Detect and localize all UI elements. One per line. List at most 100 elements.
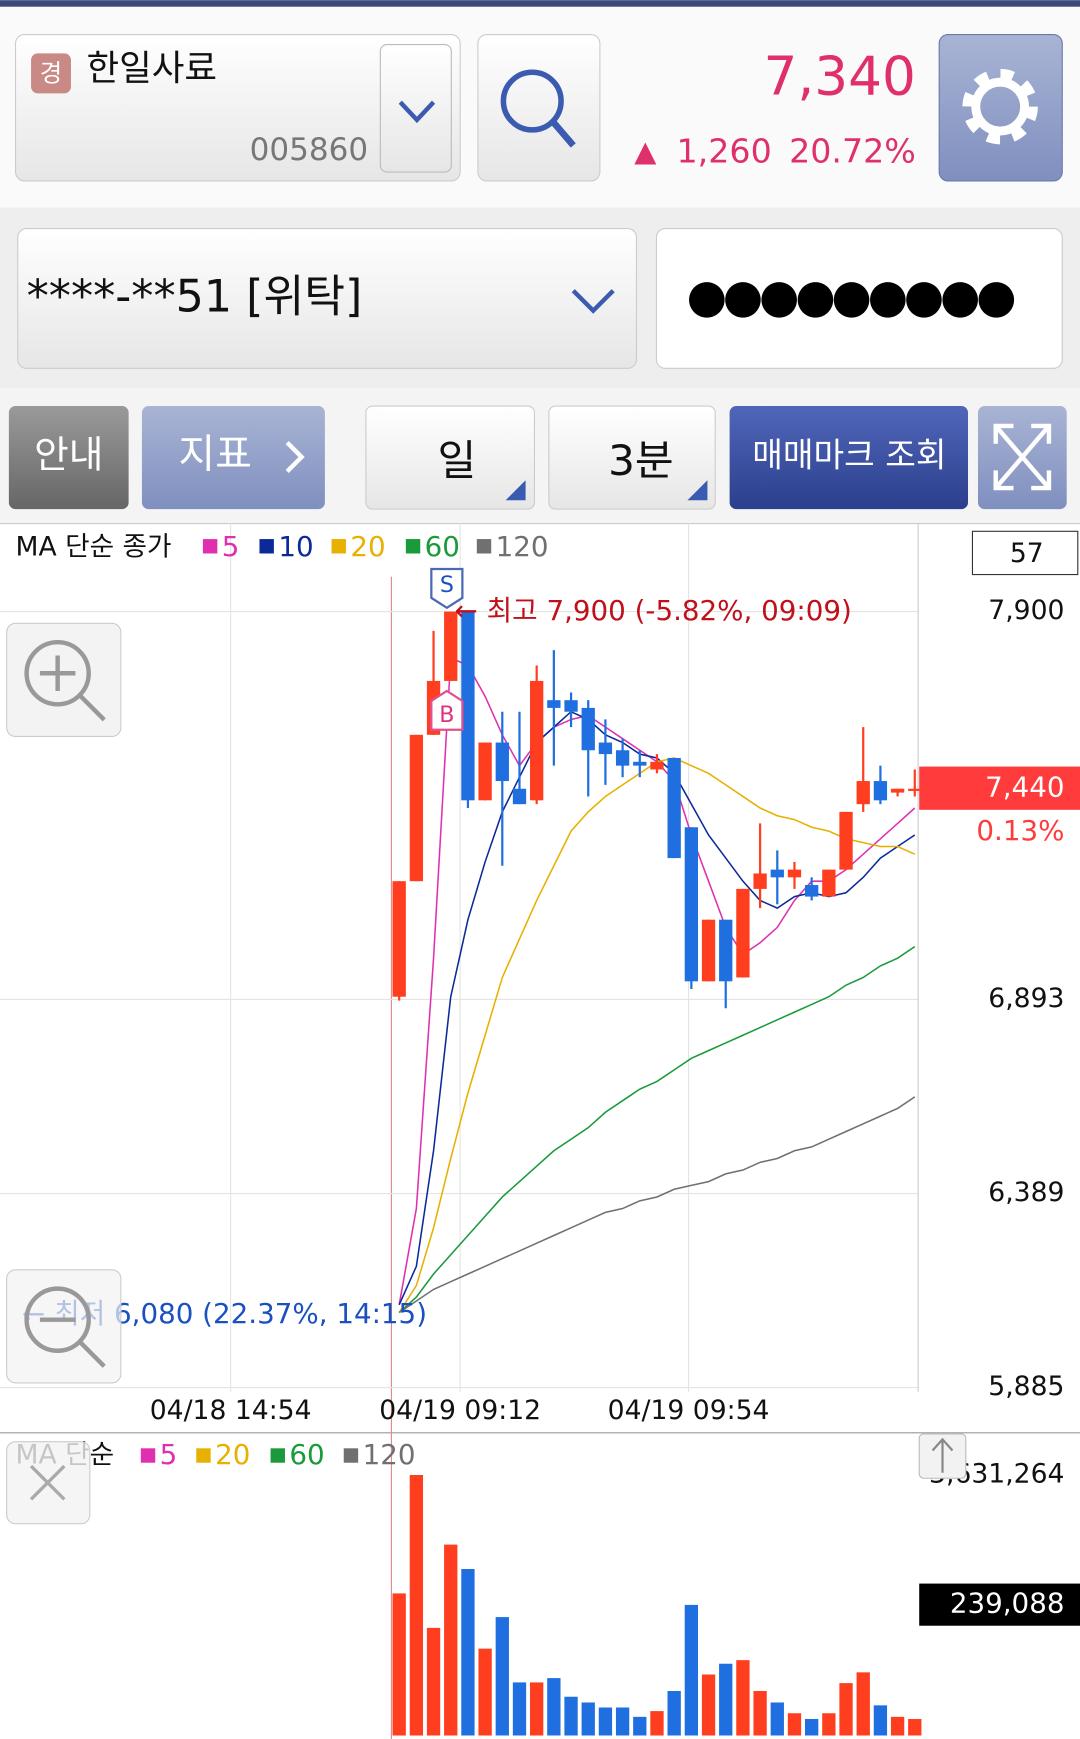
legend-label: 20 — [215, 1438, 250, 1471]
chevron — [571, 289, 615, 314]
volume-bar — [701, 1674, 716, 1736]
period-label: 일 — [437, 436, 476, 485]
count-box — [971, 530, 1079, 576]
current-change: 0.13% — [976, 814, 1064, 847]
search-icon — [500, 69, 564, 133]
indicator-label: 지표 — [178, 432, 251, 478]
ma-line — [398, 946, 916, 1314]
volume-bar — [392, 1593, 406, 1736]
candle-body — [495, 742, 509, 782]
legend-swatch — [140, 1448, 156, 1463]
volume-bar — [719, 1663, 733, 1736]
candle-body — [873, 781, 888, 801]
stock-dropdown[interactable] — [379, 43, 452, 173]
legend-swatch — [202, 539, 218, 554]
legend-label: 5 — [222, 530, 240, 563]
ma-line — [398, 757, 916, 1313]
volume-bar — [530, 1682, 544, 1736]
volume-bar — [805, 1718, 819, 1736]
volume-bar — [736, 1660, 750, 1736]
volume-bar — [581, 1702, 595, 1736]
trade-mark-button[interactable] — [729, 406, 969, 510]
interval-label: 3분 — [608, 436, 674, 485]
x-tick-label: 04/19 09:54 — [608, 1395, 770, 1426]
volume-bar — [908, 1718, 922, 1736]
candle-body — [839, 811, 853, 870]
status-bar — [0, 0, 1080, 7]
zoom-in-icon — [24, 639, 91, 707]
period-button[interactable] — [365, 405, 536, 510]
search-icon-handle — [550, 119, 576, 148]
candle-body — [512, 788, 527, 805]
candle-body — [392, 881, 406, 997]
info-button[interactable] — [8, 406, 129, 510]
legend-swatch — [405, 539, 421, 554]
stock-box[interactable] — [14, 33, 461, 182]
legend-swatch — [476, 539, 492, 554]
candle-body — [615, 750, 630, 766]
sell-mark-bg — [430, 567, 464, 610]
volume-bar — [770, 1702, 784, 1736]
expand-icon — [993, 423, 1052, 491]
volume-bar — [478, 1648, 492, 1736]
y-tick-label: 5,885 — [988, 1371, 1064, 1402]
legend-swatch — [270, 1448, 285, 1463]
legend-swatch — [331, 539, 346, 554]
badge-bg — [31, 53, 71, 94]
current-volume: 239,088 — [950, 1587, 1065, 1620]
volume-bar — [495, 1617, 509, 1736]
volume-bar — [615, 1707, 630, 1736]
count-label: 57 — [1010, 538, 1044, 569]
legend-label: 5 — [160, 1438, 178, 1471]
current-volume-box — [919, 1583, 1080, 1626]
password: ●●●●●●●●● — [686, 269, 1015, 323]
gear-icon — [962, 68, 1038, 145]
settings-button[interactable] — [938, 33, 1063, 182]
candle-body — [650, 761, 664, 770]
password-box[interactable] — [655, 228, 1063, 369]
y-tick-label: 6,893 — [988, 983, 1064, 1014]
candle-body — [461, 611, 475, 801]
candle-body — [719, 919, 733, 982]
legend-swatch — [343, 1448, 359, 1463]
ma-line — [398, 710, 916, 1306]
volume-bar — [633, 1716, 647, 1736]
x-tick-label: 04/18 14:54 — [150, 1395, 312, 1426]
arrow-icon — [931, 1437, 954, 1473]
volume-bar — [650, 1711, 664, 1736]
candle-body — [736, 888, 750, 978]
volume-bar — [873, 1705, 888, 1736]
buy-mark: B — [439, 702, 454, 728]
candle-body — [530, 680, 544, 801]
legend-label: 20 — [350, 530, 385, 563]
candle-body — [478, 742, 492, 801]
volume-bar — [461, 1569, 475, 1736]
legend-label: 120 — [496, 530, 549, 563]
plot: 5,885 6,389 6,893 7,900 04/18 14:54 04/19 09:… — [0, 523, 1080, 1739]
volume-bar — [684, 1604, 699, 1736]
volume-bar — [547, 1678, 561, 1736]
candle-body — [805, 885, 819, 897]
search-button[interactable] — [477, 33, 601, 182]
candle-body — [633, 761, 647, 766]
account-box[interactable] — [17, 228, 638, 369]
chevron — [398, 100, 436, 124]
candle-body — [890, 788, 905, 793]
candle-body — [753, 873, 767, 889]
indicator-button[interactable] — [141, 406, 325, 510]
volume-bar — [667, 1691, 681, 1736]
candle-body — [908, 788, 922, 791]
candle-body — [684, 827, 699, 982]
stock-code: 005860 — [250, 132, 368, 168]
candle-body — [787, 869, 802, 878]
candle-body — [564, 700, 578, 712]
y-tick-label: 6,389 — [988, 1177, 1064, 1208]
volume-bar — [787, 1713, 802, 1736]
high-note: ← 최고 7,900 (-5.82%, 09:09) — [455, 594, 852, 627]
legend-label: 10 — [278, 530, 313, 563]
volume-bar — [822, 1713, 836, 1736]
interval-button[interactable] — [548, 405, 716, 510]
volume-bar — [890, 1716, 905, 1736]
zoom-out-icon — [24, 1286, 91, 1353]
